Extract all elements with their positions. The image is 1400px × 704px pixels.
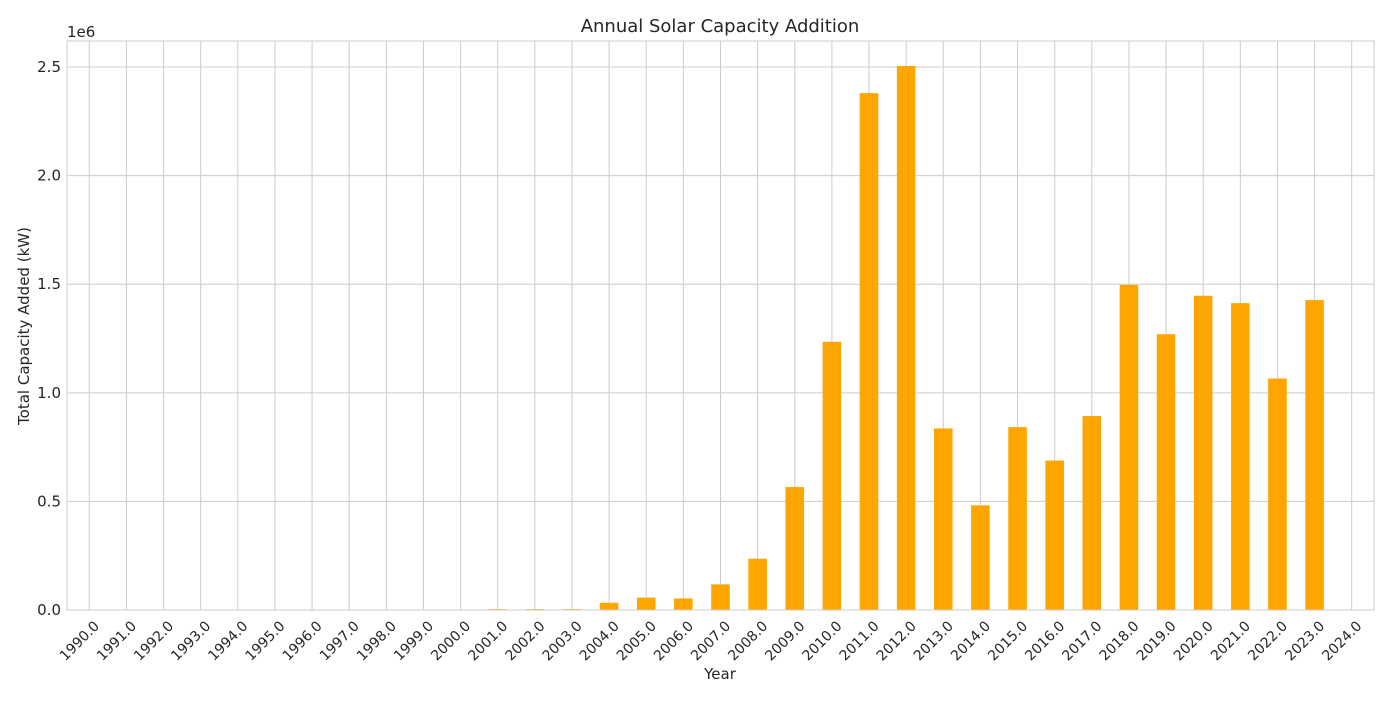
- x-tick-label: 2022.0: [1245, 618, 1291, 664]
- x-tick-label: 2016.0: [1022, 618, 1068, 664]
- x-tick-label: 1992.0: [131, 618, 177, 664]
- bar: [1082, 416, 1102, 610]
- x-tick-label: 1990.0: [57, 618, 103, 664]
- x-tick-label: 2021.0: [1208, 618, 1254, 664]
- y-tick-label: 0.5: [37, 492, 61, 510]
- x-tick-label: 2009.0: [762, 618, 808, 664]
- bar: [599, 602, 619, 610]
- bar: [674, 598, 693, 610]
- bar: [748, 558, 767, 610]
- x-tick-label: 2001.0: [465, 618, 511, 664]
- x-axis-label: Year: [703, 665, 737, 683]
- x-tick-label: 2011.0: [837, 618, 883, 664]
- bar: [1045, 460, 1064, 610]
- x-tick-label: 2017.0: [1059, 618, 1105, 664]
- x-tick-label: 2019.0: [1134, 618, 1180, 664]
- bars: [488, 65, 1324, 611]
- y-axis-offset-label: 1e6: [67, 23, 95, 41]
- x-tick-label: 2014.0: [948, 618, 994, 664]
- x-tick-label: 2020.0: [1171, 618, 1217, 664]
- x-tick-label: 1993.0: [168, 618, 214, 664]
- x-tick-label: 2000.0: [428, 618, 474, 664]
- x-tick-label: 1996.0: [280, 618, 326, 664]
- y-tick-label: 2.5: [37, 58, 61, 76]
- x-tick-label: 1995.0: [243, 618, 289, 664]
- bar: [636, 597, 656, 610]
- grid-lines: [67, 41, 1374, 611]
- plot-frame: [66, 40, 1375, 611]
- x-tick-label: 2024.0: [1319, 618, 1365, 664]
- x-tick-label: 2023.0: [1282, 618, 1328, 664]
- plot-border: [66, 40, 1375, 611]
- x-tick-label: 1997.0: [317, 618, 363, 664]
- bar: [711, 584, 730, 610]
- bar: [1305, 300, 1324, 610]
- bar: [1008, 427, 1027, 610]
- bar: [822, 341, 842, 610]
- x-tick-label: 2003.0: [540, 618, 586, 664]
- x-tick-label: 1991.0: [94, 618, 140, 664]
- bar: [896, 65, 916, 610]
- x-tick-label: 2002.0: [502, 618, 548, 664]
- bar: [1193, 295, 1213, 610]
- x-tick-label: 2010.0: [800, 618, 846, 664]
- bar: [971, 505, 990, 610]
- x-tick-labels: 1990.01991.01992.01993.01994.01995.01996…: [57, 618, 1365, 664]
- x-tick-label: 2008.0: [725, 618, 771, 664]
- bar: [785, 487, 805, 610]
- x-tick-label: 2015.0: [985, 618, 1031, 664]
- y-axis-label: Total Capacity Added (kW): [15, 227, 33, 426]
- y-tick-label: 0.0: [37, 601, 61, 619]
- bar: [1119, 284, 1139, 610]
- y-tick-labels: 0.0 0.5 1.0 1.5 2.0 2.5: [37, 58, 61, 619]
- x-tick-label: 2007.0: [688, 618, 734, 664]
- bar: [1268, 378, 1287, 610]
- y-tick-label: 2.0: [37, 167, 61, 185]
- x-tick-label: 1998.0: [354, 618, 400, 664]
- bar: [934, 428, 953, 610]
- bar: [1231, 303, 1250, 610]
- x-tick-label: 2006.0: [651, 618, 697, 664]
- x-tick-label: 1994.0: [205, 618, 251, 664]
- chart-title: Annual Solar Capacity Addition: [581, 16, 860, 37]
- bar: [859, 93, 879, 611]
- x-tick-label: 2018.0: [1097, 618, 1143, 664]
- x-tick-label: 1999.0: [391, 618, 437, 664]
- x-tick-label: 2005.0: [614, 618, 660, 664]
- y-tick-label: 1.0: [37, 384, 61, 402]
- y-tick-label: 1.5: [37, 275, 61, 293]
- x-tick-label: 2013.0: [911, 618, 957, 664]
- x-tick-label: 2012.0: [874, 618, 920, 664]
- x-tick-label: 2004.0: [577, 618, 623, 664]
- bar: [1156, 334, 1176, 610]
